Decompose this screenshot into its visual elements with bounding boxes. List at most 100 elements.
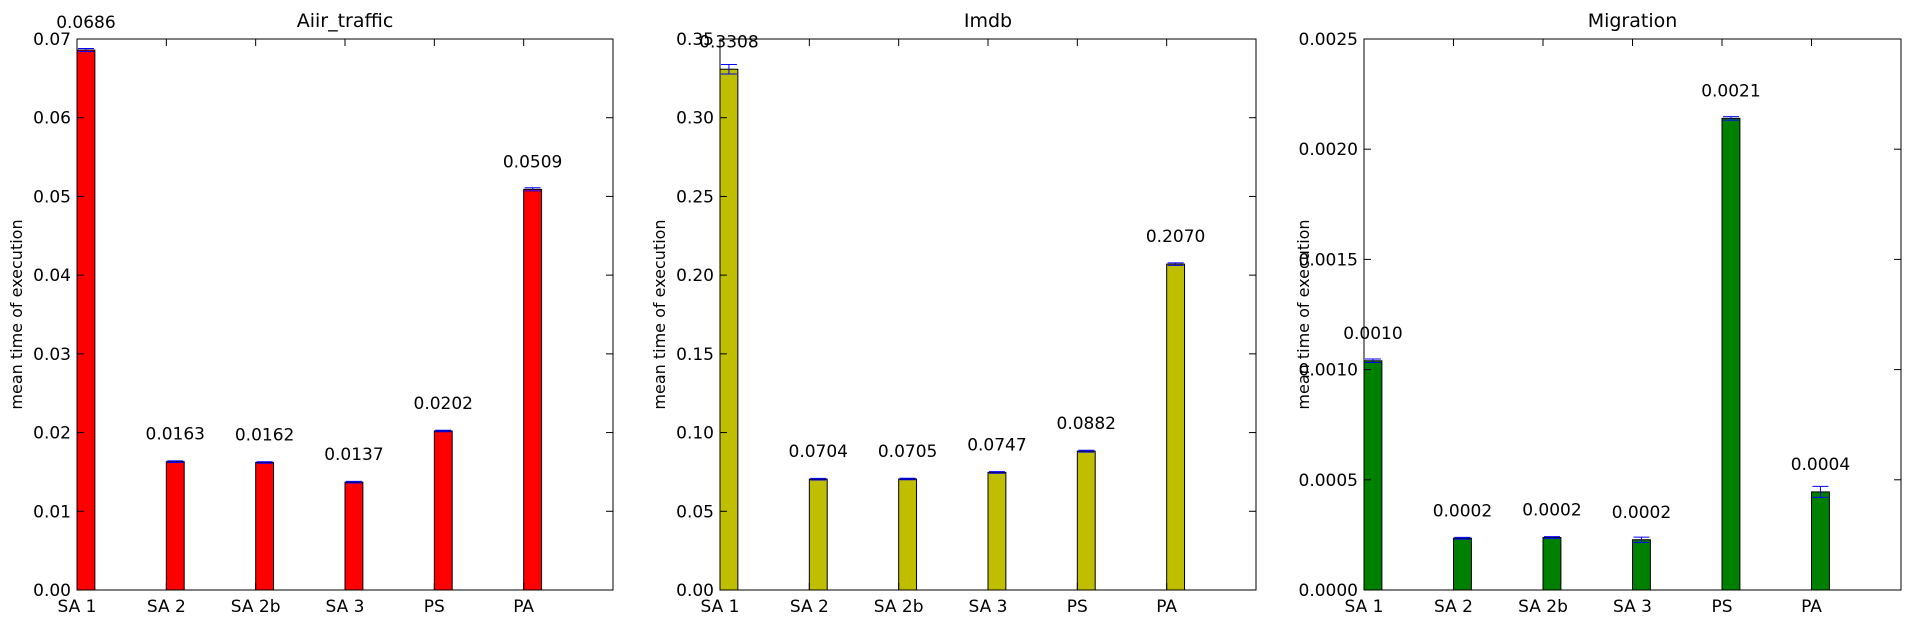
- y-tick-label: 0.0000: [1299, 581, 1358, 601]
- chart-title: Imdb: [964, 10, 1012, 32]
- error-bar: [1722, 116, 1739, 121]
- chart-panel-3: 0.0010 0.0002 0.0002 0.0002 0.0021 0.0004 0.00…: [1294, 10, 1902, 617]
- y-tick-label: 0.0015: [1299, 250, 1358, 270]
- bar-sa-3: [1632, 539, 1651, 591]
- x-tick-label: SA 1: [701, 597, 740, 617]
- value-label: 0.0882: [1057, 414, 1116, 434]
- error-bar: [720, 64, 737, 75]
- x-tick-label: SA 2: [1434, 597, 1473, 617]
- x-tick-label: SA 2b: [874, 597, 924, 617]
- y-tick-label: 0.02: [33, 424, 71, 444]
- error-bar: [1543, 536, 1560, 539]
- y-tick-label: 0.00: [33, 581, 71, 601]
- y-tick-label: 0.0020: [1299, 140, 1358, 160]
- y-tick-label: 0.30: [676, 109, 714, 129]
- value-label: 0.0202: [414, 394, 473, 414]
- chart-panel-1: 0.0686 0.0163 0.0162 0.0137 0.0202 0.0509 0.00…: [7, 10, 614, 617]
- error-bar: [1167, 262, 1184, 266]
- x-tick-label: SA 2: [147, 597, 186, 617]
- x-tick-label: SA 2b: [1518, 597, 1568, 617]
- value-label: 0.0747: [967, 435, 1026, 455]
- x-tick-label: SA 1: [1345, 597, 1384, 617]
- y-axis-label: mean time of execution: [7, 219, 26, 409]
- error-bar: [345, 480, 362, 484]
- y-tick-label: 0.0010: [1299, 361, 1358, 381]
- y-tick-label: 0.00: [676, 581, 714, 601]
- x-tick-label: PS: [1711, 597, 1732, 617]
- y-tick-label: 0.05: [676, 502, 714, 522]
- x-tick-label: SA 2: [790, 597, 829, 617]
- bar-sa-1: [76, 49, 96, 591]
- bar-sa-2: [1453, 537, 1472, 591]
- bar-sa-2b: [255, 461, 275, 591]
- x-tick-label: SA 2b: [231, 597, 281, 617]
- error-bar: [77, 47, 94, 53]
- value-label: 0.0021: [1701, 81, 1760, 101]
- x-tick-label: SA 3: [1613, 597, 1652, 617]
- bar-sa-2: [808, 478, 828, 591]
- x-tick-label: PA: [1801, 597, 1822, 617]
- value-label: 0.3308: [699, 32, 758, 52]
- y-tick-label: 0.15: [676, 345, 714, 365]
- value-label: 0.0162: [235, 426, 294, 446]
- x-tick-label: SA 1: [58, 597, 97, 617]
- y-tick-label: 0.0005: [1299, 471, 1358, 491]
- value-label: 0.0010: [1343, 324, 1402, 344]
- bar-sa-3: [987, 471, 1007, 591]
- bar-sa-2: [165, 461, 185, 591]
- error-bar: [988, 471, 1005, 474]
- error-bar: [167, 460, 184, 463]
- x-tick-label: SA 3: [969, 597, 1008, 617]
- error-bar: [899, 477, 916, 481]
- value-label: 0.0002: [1522, 501, 1581, 521]
- value-label: 0.0686: [56, 13, 115, 33]
- y-tick-label: 0.01: [33, 502, 71, 522]
- bar-pa: [523, 188, 543, 591]
- value-label: 0.2070: [1146, 227, 1205, 247]
- value-label: 0.0002: [1433, 501, 1492, 521]
- value-label: 0.0004: [1791, 455, 1850, 475]
- chart-title: Aiir_traffic: [297, 10, 394, 32]
- x-tick-label: PA: [513, 597, 534, 617]
- y-tick-label: 0.04: [33, 266, 71, 286]
- x-tick-label: PS: [424, 597, 445, 617]
- x-tick-label: PA: [1156, 597, 1177, 617]
- value-label: 0.0137: [324, 445, 383, 465]
- error-bar: [1812, 485, 1829, 498]
- bar-sa-3: [344, 481, 364, 591]
- error-bar: [810, 477, 827, 481]
- y-tick-label: 0.03: [33, 345, 71, 365]
- error-bar: [524, 187, 541, 192]
- value-label: 0.0509: [503, 152, 562, 172]
- y-tick-label: 0.25: [676, 187, 714, 207]
- error-bar: [1633, 536, 1650, 543]
- value-label: 0.0705: [878, 442, 937, 462]
- bar-sa-1: [1363, 360, 1383, 591]
- x-tick-label: SA 3: [326, 597, 365, 617]
- bar-ps: [433, 430, 453, 591]
- y-tick-label: 0.07: [33, 30, 71, 50]
- x-tick-label: PS: [1067, 597, 1088, 617]
- error-bar: [435, 429, 452, 433]
- bar-ps: [1721, 117, 1741, 591]
- error-bar: [1078, 449, 1095, 453]
- y-tick-label: 0.05: [33, 187, 71, 207]
- error-bar: [1454, 536, 1471, 540]
- bar-sa-2b: [898, 478, 918, 591]
- bar-pa: [1811, 491, 1830, 591]
- y-tick-label: 0.35: [676, 30, 714, 50]
- bar-sa-1: [719, 68, 739, 591]
- y-axis-label: mean time of execution: [1294, 219, 1313, 409]
- error-bar: [256, 461, 273, 464]
- y-tick-label: 0.20: [676, 266, 714, 286]
- bar-sa-2b: [1542, 537, 1562, 591]
- y-axis-label: mean time of execution: [650, 219, 669, 409]
- bar-ps: [1076, 450, 1096, 591]
- error-bar: [1364, 358, 1381, 364]
- y-tick-label: 0.0025: [1299, 30, 1358, 50]
- y-tick-label: 0.10: [676, 424, 714, 444]
- chart-title: Migration: [1588, 10, 1678, 32]
- value-label: 0.0002: [1612, 503, 1671, 523]
- bar-pa: [1166, 263, 1186, 591]
